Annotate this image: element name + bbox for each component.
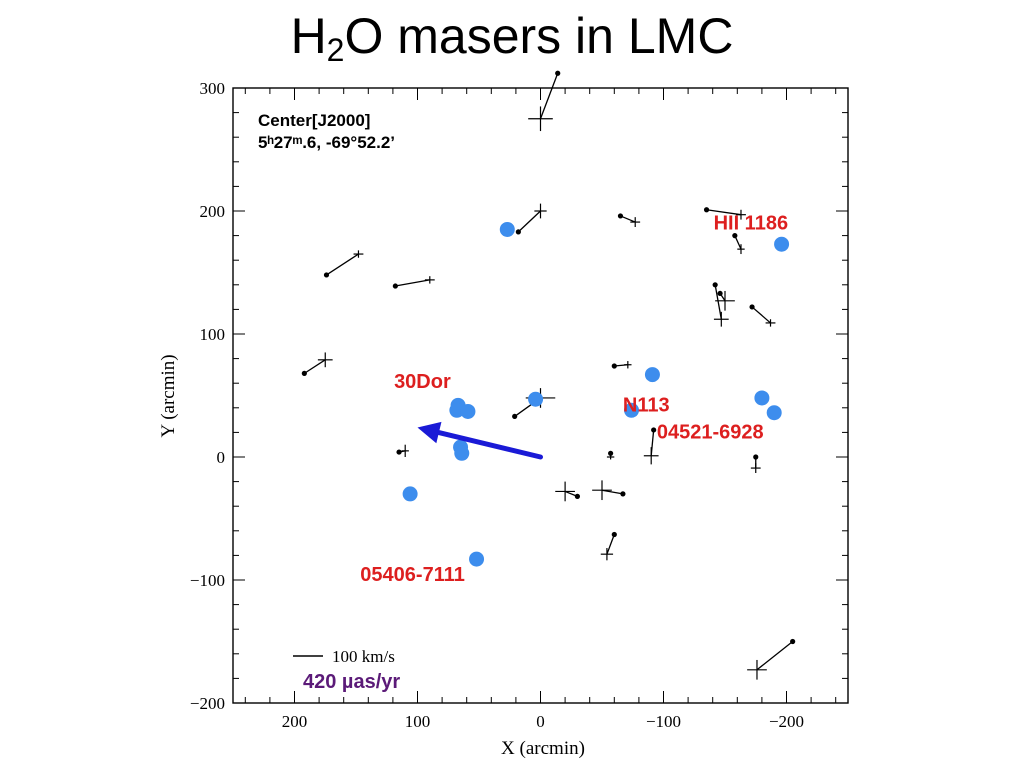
vector-line [714,284,722,320]
proper-motion-vector [712,282,729,327]
big-arrow-head [417,421,442,444]
x-tick-label: −100 [646,712,681,731]
vector-tip [323,272,330,278]
vector-tip [392,283,398,289]
vector-line [326,253,359,276]
proper-motion-vector [528,70,561,132]
maser-site-dot [449,402,465,418]
vector-line [539,73,559,119]
maser-site-dot [499,221,515,237]
y-tick-label: 200 [200,202,226,221]
source-annotation: HII 1186 [714,212,789,234]
maser-site-dot [644,367,660,383]
vector-tip [611,363,617,369]
maser-site-dot [754,390,770,406]
x-tick-label: 100 [405,712,431,731]
proper-motion-vector [617,213,641,227]
proper-motion-vector [592,480,626,501]
proper-motion-vector [555,481,581,502]
proper-motion-vector [703,207,746,220]
proper-motion-vector [600,531,617,561]
maser-site-dot [454,445,470,461]
vector-tip [703,207,710,213]
proper-motion-vector [301,352,333,376]
y-tick-label: 100 [200,325,226,344]
maser-site-dot [624,402,640,418]
maser-site-dot [528,391,544,407]
vector-line [303,359,326,374]
vector-tip [732,233,738,239]
proper-motion-vector [749,304,776,327]
proper-motion-vector [606,450,615,460]
vector-line [395,279,430,287]
y-tick-label: 0 [217,448,226,467]
maser-site-dot [469,551,485,567]
x-tick-label: 200 [282,712,308,731]
vector-line [756,640,794,671]
maser-site-dot [460,403,476,419]
proper-motion-vector [396,444,409,457]
proper-motion-vector [732,233,745,255]
source-annotation: 04521-6928 [657,422,764,444]
title-subscript: 2 [326,32,345,68]
proper-motion-vector [643,427,659,465]
vector-tip [617,213,624,219]
source-annotation: 05406-7111 [360,564,465,586]
vector-tip [712,282,718,288]
vector-line [606,534,615,555]
vector-tip [512,413,518,420]
vector-tip [749,304,755,310]
vector-tip [753,454,759,460]
center-label: Center[J2000] [258,111,370,130]
slide-title: H2O masers in LMC [0,4,1024,68]
vector-tip [717,290,723,297]
x-tick-label: 0 [536,712,545,731]
scale-label: 100 km/s [332,647,395,666]
vector-tip [301,370,307,376]
y-axis-title: Y (arcmin) [158,354,179,437]
maser-site-dot [774,236,790,252]
vector-tip [651,427,657,433]
vector-line [620,215,636,223]
vector-tip [608,450,614,456]
vector-tip [611,531,617,538]
vector-line [517,210,541,233]
vector-tip [620,491,626,497]
vector-line [706,209,742,216]
scale-label-purple: 420 µas/yr [303,671,400,693]
proper-motion-vector [750,454,761,473]
y-tick-label: −100 [190,571,225,590]
y-tick-label: 300 [200,79,226,98]
title-suffix: O masers in LMC [344,8,734,64]
vector-tip [574,493,581,499]
x-axis-title: X (arcmin) [501,738,585,759]
title-prefix: H [290,8,327,64]
vector-tip [790,638,796,645]
vector-tip [396,449,402,455]
vector-line [751,306,771,324]
x-tick-label: −200 [769,712,804,731]
vector-tip [515,229,521,235]
proper-motion-vector [392,276,435,289]
proper-motion-vector [747,638,796,680]
vector-line [601,489,624,495]
proper-motion-vector [611,361,632,369]
center-coords: 5ʰ27ᵐ.6, -69°52.2’ [258,133,395,152]
maser-site-dot [766,405,782,421]
proper-motion-vector [515,203,547,235]
vector-line [650,429,655,456]
maser-site-dot [402,486,418,502]
big-arrow-shaft [436,430,543,460]
proper-motion-vector [323,250,364,278]
source-annotation: N113 [623,394,670,416]
vector-tip [555,70,561,76]
source-annotation: 30Dor [394,371,451,393]
y-tick-label: −200 [190,694,225,713]
